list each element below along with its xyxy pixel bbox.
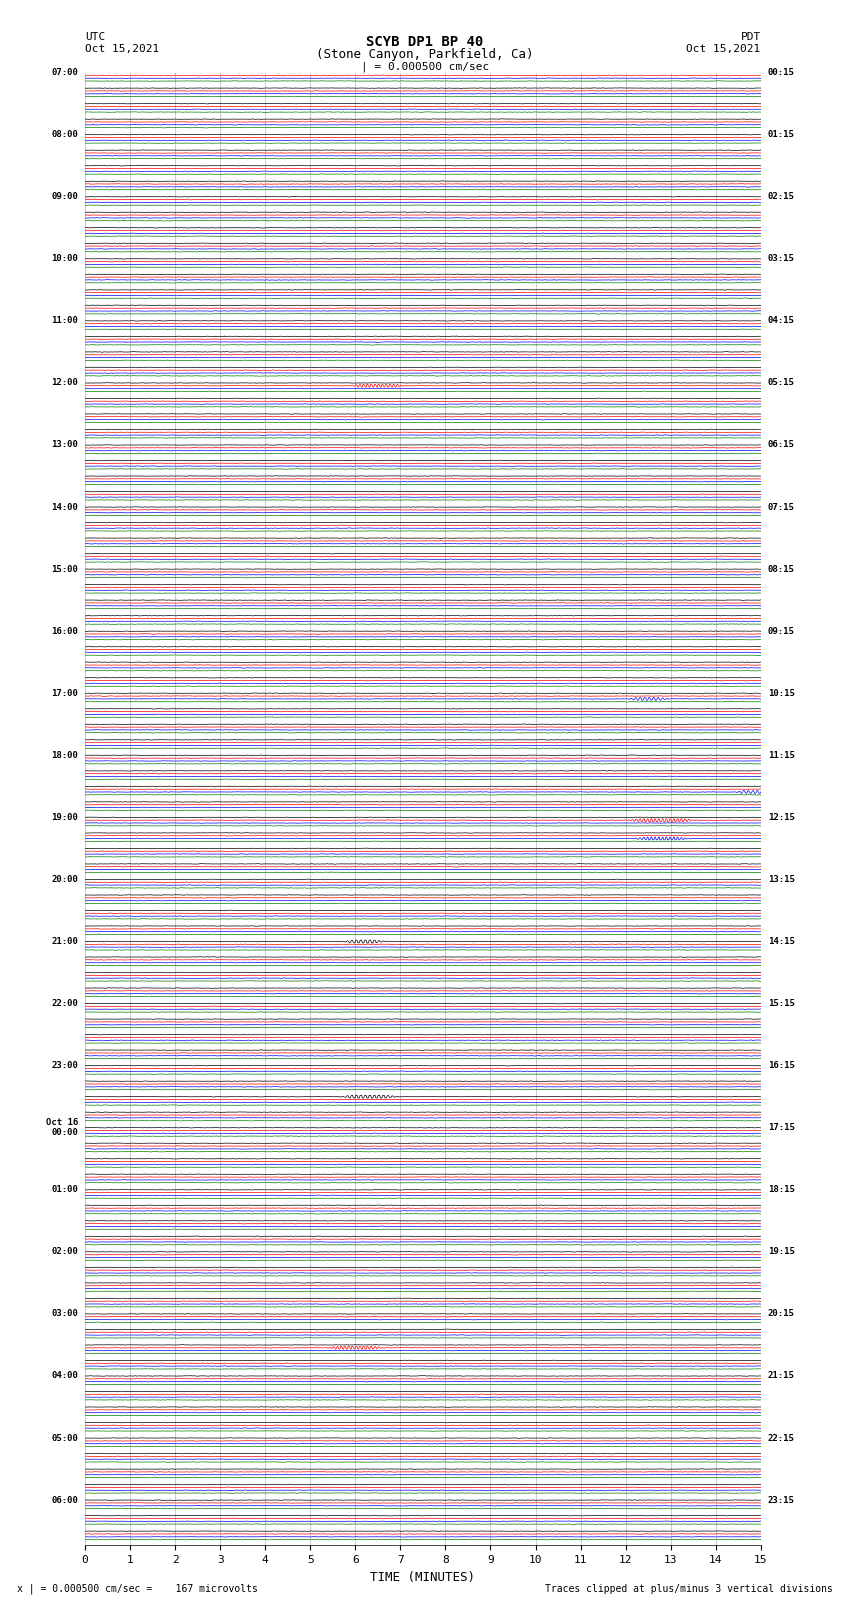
Text: 15:15: 15:15 [768, 998, 795, 1008]
Text: 09:00: 09:00 [51, 192, 78, 202]
Text: 08:15: 08:15 [768, 565, 795, 574]
Text: 20:15: 20:15 [768, 1310, 795, 1318]
Text: 18:15: 18:15 [768, 1186, 795, 1194]
Text: 23:00: 23:00 [51, 1061, 78, 1069]
Text: 12:15: 12:15 [768, 813, 795, 823]
Text: UTC: UTC [85, 32, 105, 42]
Text: 05:15: 05:15 [768, 379, 795, 387]
Text: 22:15: 22:15 [768, 1434, 795, 1442]
Text: PDT: PDT [740, 32, 761, 42]
Text: SCYB DP1 BP 40: SCYB DP1 BP 40 [366, 35, 484, 50]
Text: 14:00: 14:00 [51, 503, 78, 511]
Text: 06:15: 06:15 [768, 440, 795, 450]
Text: 22:00: 22:00 [51, 998, 78, 1008]
Text: 16:15: 16:15 [768, 1061, 795, 1069]
Text: 02:00: 02:00 [51, 1247, 78, 1257]
Text: Oct 15,2021: Oct 15,2021 [687, 44, 761, 53]
Text: 04:15: 04:15 [768, 316, 795, 326]
Text: 01:00: 01:00 [51, 1186, 78, 1194]
Text: 10:00: 10:00 [51, 255, 78, 263]
Text: Oct 15,2021: Oct 15,2021 [85, 44, 159, 53]
Text: 19:15: 19:15 [768, 1247, 795, 1257]
Text: 04:00: 04:00 [51, 1371, 78, 1381]
Text: 18:00: 18:00 [51, 750, 78, 760]
Text: 16:00: 16:00 [51, 627, 78, 636]
Text: 12:00: 12:00 [51, 379, 78, 387]
Text: 13:00: 13:00 [51, 440, 78, 450]
Text: 06:00: 06:00 [51, 1495, 78, 1505]
Text: 13:15: 13:15 [768, 874, 795, 884]
Text: (Stone Canyon, Parkfield, Ca): (Stone Canyon, Parkfield, Ca) [316, 48, 534, 61]
Text: 11:15: 11:15 [768, 750, 795, 760]
Text: 17:00: 17:00 [51, 689, 78, 698]
Text: 00:15: 00:15 [768, 68, 795, 77]
Text: 11:00: 11:00 [51, 316, 78, 326]
Text: 15:00: 15:00 [51, 565, 78, 574]
X-axis label: TIME (MINUTES): TIME (MINUTES) [371, 1571, 475, 1584]
Text: 14:15: 14:15 [768, 937, 795, 945]
Text: 09:15: 09:15 [768, 627, 795, 636]
Text: Traces clipped at plus/minus 3 vertical divisions: Traces clipped at plus/minus 3 vertical … [545, 1584, 833, 1594]
Text: 10:15: 10:15 [768, 689, 795, 698]
Text: 03:15: 03:15 [768, 255, 795, 263]
Text: 03:00: 03:00 [51, 1310, 78, 1318]
Text: 20:00: 20:00 [51, 874, 78, 884]
Text: x | = 0.000500 cm/sec =    167 microvolts: x | = 0.000500 cm/sec = 167 microvolts [17, 1582, 258, 1594]
Text: 07:00: 07:00 [51, 68, 78, 77]
Text: 19:00: 19:00 [51, 813, 78, 823]
Text: 17:15: 17:15 [768, 1123, 795, 1132]
Text: 01:15: 01:15 [768, 131, 795, 139]
Text: Oct 16
00:00: Oct 16 00:00 [46, 1118, 78, 1137]
Text: 02:15: 02:15 [768, 192, 795, 202]
Text: 07:15: 07:15 [768, 503, 795, 511]
Text: 08:00: 08:00 [51, 131, 78, 139]
Text: 23:15: 23:15 [768, 1495, 795, 1505]
Text: 21:00: 21:00 [51, 937, 78, 945]
Text: | = 0.000500 cm/sec: | = 0.000500 cm/sec [361, 61, 489, 73]
Text: 21:15: 21:15 [768, 1371, 795, 1381]
Text: 05:00: 05:00 [51, 1434, 78, 1442]
